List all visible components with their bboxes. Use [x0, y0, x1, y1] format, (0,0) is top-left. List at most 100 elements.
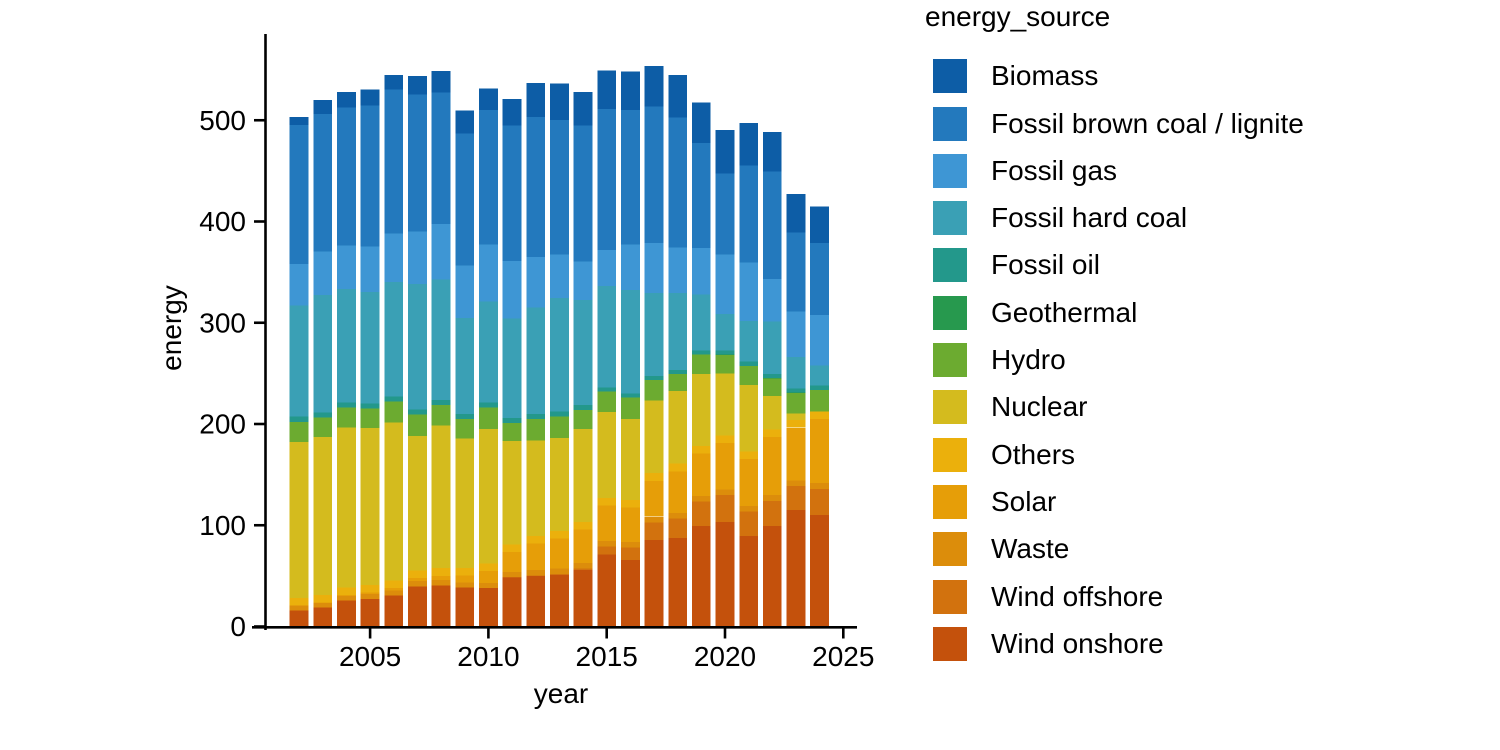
bar-segment — [313, 412, 333, 418]
legend-swatch — [933, 343, 967, 378]
bar-segment — [431, 425, 451, 569]
legend-item: Wind onshore — [925, 620, 1485, 667]
bar-segment — [455, 133, 475, 266]
bar-segment — [739, 165, 759, 263]
bar-segment — [408, 570, 427, 579]
bar-segment — [739, 535, 759, 627]
bar-segment — [313, 99, 333, 114]
bar-segment — [573, 299, 593, 406]
bar-segment — [668, 247, 688, 293]
bar-segment — [502, 544, 522, 553]
bar-segment — [289, 263, 309, 306]
bar-segment — [715, 494, 735, 523]
legend-swatch — [933, 579, 967, 614]
bar-segment — [313, 417, 333, 437]
bar-segment — [337, 595, 356, 596]
bar-segment — [337, 587, 356, 596]
bar-segment — [408, 283, 427, 410]
bar-segment — [384, 89, 404, 234]
bar-segment — [337, 288, 356, 403]
bar-segment — [431, 279, 451, 401]
bar-segment — [289, 125, 309, 264]
bar-segment — [786, 232, 806, 312]
legend-swatch — [933, 437, 967, 472]
bar-segment — [502, 417, 522, 423]
legend-item-label: Nuclear — [991, 391, 1088, 423]
bar-segment — [455, 110, 475, 134]
bar-segment — [620, 418, 640, 500]
bar-segment — [526, 575, 546, 576]
bar-segment — [810, 483, 830, 489]
bar-segment — [360, 408, 380, 429]
bar-segment — [762, 525, 782, 627]
legend-swatch — [933, 153, 967, 188]
legend-swatch — [933, 201, 967, 236]
bar-segment — [549, 437, 569, 532]
bar-segment — [810, 206, 830, 243]
bar-segment — [360, 89, 380, 106]
bar-segment — [786, 420, 806, 428]
bar-segment — [455, 265, 475, 318]
bar-segment — [573, 569, 593, 627]
x-tick-label: 2025 — [812, 641, 874, 672]
bar-segment — [644, 516, 664, 523]
x-tick-label: 2020 — [694, 641, 756, 672]
legend-swatch — [933, 106, 967, 141]
bar-segment — [786, 392, 806, 414]
bar-segment — [313, 602, 333, 608]
bar-segment — [289, 610, 309, 627]
legend-items: Biomass Fossil brown coal / lignite Fossil… — [925, 53, 1485, 668]
bar-segment — [289, 305, 309, 417]
bar-segment — [620, 71, 640, 110]
bar-segment — [549, 298, 569, 412]
bar-segment — [337, 107, 356, 246]
bar-segment — [479, 407, 498, 429]
legend-item: Geothermal — [925, 289, 1485, 336]
bar-segment — [408, 586, 427, 627]
bar-segment — [360, 105, 380, 247]
bar-segment — [549, 574, 569, 576]
bar-segment — [289, 421, 309, 443]
bar-segment — [691, 350, 711, 355]
bar-segment — [786, 480, 806, 486]
bar-segment — [620, 547, 640, 560]
bar-segment — [455, 438, 475, 568]
bar-segment — [691, 453, 711, 496]
bar-segment — [502, 576, 522, 578]
bar-segment — [526, 82, 546, 118]
bar-segment — [715, 350, 735, 355]
legend-item-label: Wind onshore — [991, 627, 1164, 659]
bar-segment — [431, 568, 451, 576]
bar-segment — [762, 321, 782, 375]
legend-swatch — [933, 390, 967, 425]
bar-segment — [597, 70, 617, 110]
bar-segment — [526, 575, 546, 627]
bar-segment — [573, 562, 593, 569]
bar-segment — [360, 246, 380, 292]
bar-segment — [715, 173, 735, 255]
bar-segment — [691, 495, 711, 502]
bar-segment — [502, 125, 522, 261]
bar-segment — [597, 497, 617, 506]
bar-segment — [479, 582, 498, 589]
bar-segment — [715, 314, 735, 351]
bar-segment — [549, 416, 569, 438]
bar-segment — [691, 501, 711, 527]
bar-segment — [762, 429, 782, 437]
bar-segment — [573, 428, 593, 523]
bar-segment — [644, 375, 664, 380]
bar-segment — [502, 260, 522, 319]
bar-segment — [715, 442, 735, 490]
bar-segment — [360, 428, 380, 586]
bar-segment — [573, 410, 593, 429]
x-tick-label: 2010 — [457, 641, 519, 672]
legend-item-label: Fossil oil — [991, 249, 1100, 281]
bar-segment — [313, 594, 333, 603]
bar-segment — [597, 540, 617, 547]
bar-segment — [620, 290, 640, 394]
bar-segment — [431, 71, 451, 93]
bar-segment — [573, 92, 593, 126]
bar-segment — [668, 117, 688, 248]
x-tick-label: 2005 — [339, 641, 401, 672]
bar-segment — [384, 422, 404, 581]
